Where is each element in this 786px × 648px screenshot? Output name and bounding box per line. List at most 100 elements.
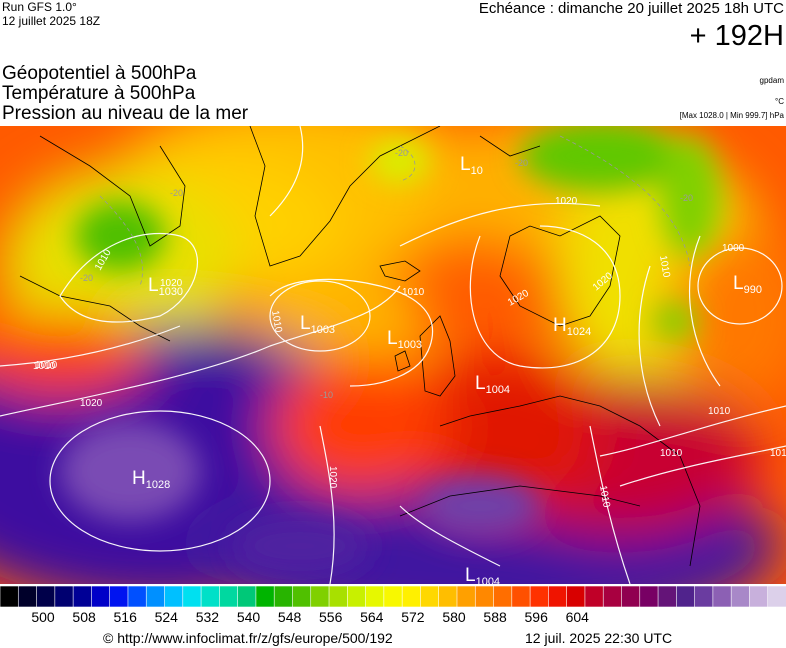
scale-swatch <box>529 586 550 607</box>
scale-swatch <box>511 586 531 607</box>
pressure-center-label: L1003 <box>387 328 422 351</box>
scale-swatch <box>474 586 495 607</box>
scale-tick-label: 532 <box>195 609 220 625</box>
pressure-center-label: H1028 <box>132 468 170 491</box>
scale-swatch <box>749 586 769 607</box>
scale-swatch <box>621 586 641 607</box>
scale-swatch <box>182 586 202 607</box>
scale-swatch <box>639 586 659 607</box>
scale-swatch <box>237 586 257 607</box>
scale-swatch <box>54 586 74 607</box>
scale-swatch <box>365 586 385 607</box>
scale-swatch <box>273 586 294 607</box>
scale-swatch <box>292 586 312 607</box>
scale-ticks: 500 508 516 524 532 540 548 556 564 572 580 588 596 6… <box>0 609 786 627</box>
scale-swatch <box>328 586 349 607</box>
param-temperature: Température à 500hPa <box>2 83 196 104</box>
isotherm-label: -20 <box>515 158 528 168</box>
generation-time: 12 juil. 2025 22:30 UTC <box>525 630 673 646</box>
scale-swatch <box>72 586 93 607</box>
scale-tick-label: 524 <box>154 609 178 625</box>
scale-swatch <box>730 586 751 607</box>
scale-swatch <box>548 586 568 607</box>
isotherm-label: -20 <box>395 148 408 158</box>
scale-swatch <box>657 586 678 607</box>
scale-swatch <box>255 586 275 607</box>
source-url: © http://www.infoclimat.fr/z/gfs/europe/… <box>103 630 393 646</box>
scale-tick-label: 548 <box>277 609 302 625</box>
isobar-label: 1010 <box>402 287 425 298</box>
scale-swatch <box>0 586 20 607</box>
scale-swatch <box>310 586 330 607</box>
scale-tick-label: 596 <box>524 609 548 625</box>
unit-pressure-range: [Max 1028.0 | Min 999.7] hPa <box>679 111 784 120</box>
scale-swatch <box>219 586 239 607</box>
scale-swatch <box>91 586 111 607</box>
isobar-label: 1020 <box>327 466 338 489</box>
scale-swatch <box>17 586 38 607</box>
scale-tick-label: 572 <box>401 609 425 625</box>
pressure-center-label: L990 <box>733 273 762 296</box>
isobar-label: 1010 <box>657 255 672 279</box>
pressure-center-label: H1024 <box>553 315 591 338</box>
pressure-center-label: L1004 <box>475 373 510 396</box>
pressure-center-label: L1030 <box>148 275 183 298</box>
isobar-label: 1010 <box>269 310 284 334</box>
isobar-label: 1000 <box>722 243 745 254</box>
color-scale <box>0 586 786 607</box>
weather-map: H1028 L1003 L1003 L1030 L1004 H1024 L990… <box>0 126 786 584</box>
isotherm-label: -20 <box>80 273 93 283</box>
scale-tick-label: 508 <box>72 609 96 625</box>
param-geopotential: Géopotentiel à 500hPa <box>2 63 197 84</box>
scale-swatch <box>694 586 714 607</box>
unit-geopotential: gpdam <box>759 76 784 85</box>
isotherm-label: -10 <box>320 390 333 400</box>
scale-swatch <box>584 586 605 607</box>
scale-swatch <box>401 586 422 607</box>
scale-swatch <box>145 586 166 607</box>
isobar-label: 1020 <box>555 196 578 207</box>
scale-tick-label: 516 <box>113 609 137 625</box>
scale-swatch <box>383 586 403 607</box>
pressure-center-label: L1003 <box>300 313 335 336</box>
scale-swatch <box>346 586 367 607</box>
scale-tick-label: 604 <box>565 609 589 625</box>
scale-swatch <box>676 586 696 607</box>
scale-swatch <box>602 586 623 607</box>
run-date: 12 juillet 2025 18Z <box>2 14 101 28</box>
scale-tick-label: 564 <box>360 609 384 625</box>
scale-swatch <box>420 586 440 607</box>
isobar-label: 1010 <box>35 360 58 371</box>
echeance-label: Echéance : dimanche 20 juillet 2025 18h … <box>478 0 784 17</box>
isobar-label: 1010 <box>770 448 786 459</box>
run-info: Run GFS 1.0° 12 juillet 2025 18Z <box>2 0 100 28</box>
scale-tick-label: 580 <box>442 609 466 625</box>
scale-swatch <box>164 586 184 607</box>
unit-temperature: °C <box>775 97 784 106</box>
scale-swatch <box>36 586 56 607</box>
isobar-label: 1010 <box>708 406 731 417</box>
param-pressure: Pression au niveau de la mer <box>2 103 249 124</box>
scale-tick-label: 540 <box>236 609 261 625</box>
scale-swatch <box>767 586 786 607</box>
scale-swatch <box>712 586 732 607</box>
isobar-label: 1010 <box>597 485 612 509</box>
scale-swatch <box>493 586 513 607</box>
run-model: Run GFS 1.0° <box>2 0 77 14</box>
pressure-center-label: L1004 <box>465 565 500 584</box>
isobar-label: 1010 <box>33 361 56 372</box>
isobar-label: 1010 <box>660 448 683 459</box>
scale-swatch <box>200 586 221 607</box>
isotherm-label: -20 <box>170 188 183 198</box>
scale-tick-label: 500 <box>31 609 55 625</box>
scale-swatch <box>456 586 477 607</box>
scale-swatch <box>109 586 129 607</box>
scale-swatch <box>438 586 458 607</box>
isobar-label: 1020 <box>80 398 103 409</box>
scale-tick-label: 588 <box>483 609 507 625</box>
isotherm-label: -20 <box>680 193 693 203</box>
scale-swatch <box>127 586 148 607</box>
scale-tick-label: 556 <box>319 609 343 625</box>
isobar-label: 1020 <box>160 278 183 289</box>
scale-swatch <box>566 586 586 607</box>
